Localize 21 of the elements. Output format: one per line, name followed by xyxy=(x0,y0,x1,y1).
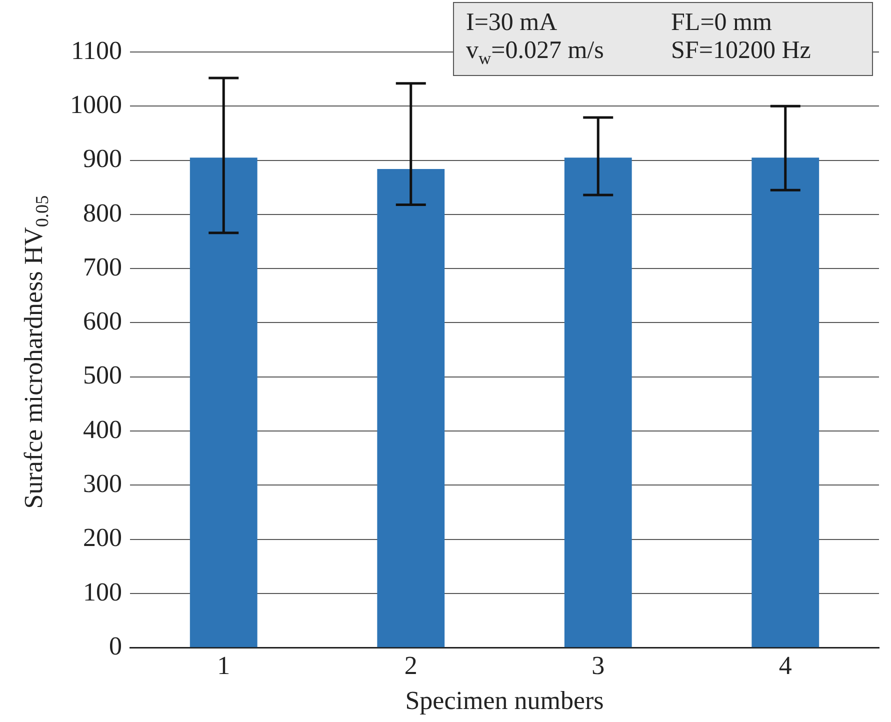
y-tick-label: 1100 xyxy=(70,36,122,65)
x-tick-label: 3 xyxy=(592,651,605,680)
y-tick-label: 900 xyxy=(83,144,122,174)
x-axis-title: Specimen numbers xyxy=(405,686,604,716)
y-tick-label: 300 xyxy=(83,468,122,498)
x-tick-label: 1 xyxy=(217,651,230,680)
text: I=30 mA xyxy=(466,9,558,37)
annotation: SF=10200 Hz xyxy=(671,37,812,66)
y-tick-label: 200 xyxy=(83,523,122,552)
x-tick-label: 4 xyxy=(778,651,792,680)
y-tick-label: 500 xyxy=(83,360,122,390)
y-tick-label: 600 xyxy=(83,306,122,336)
annotation: v$_{w}$=0.027 m/s xyxy=(466,37,605,69)
text: FL=0 mm xyxy=(671,9,773,37)
y-tick-label: 100 xyxy=(83,577,122,606)
y-tick-label: 1000 xyxy=(70,90,122,119)
y-tick-label: 400 xyxy=(83,414,122,444)
y-tick-label: 800 xyxy=(83,198,122,228)
y-tick-label: 700 xyxy=(83,252,122,282)
y-tick-label: 0 xyxy=(109,631,122,660)
x-tick-label: 2 xyxy=(404,651,418,680)
